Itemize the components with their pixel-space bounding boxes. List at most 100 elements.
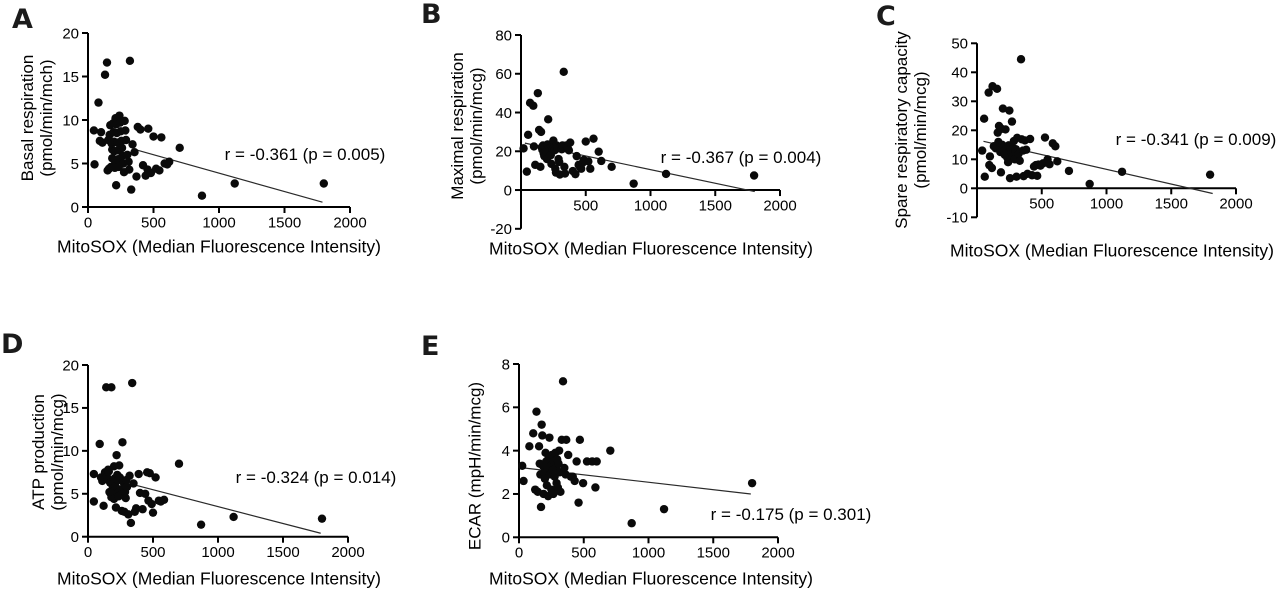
x-tick-label: 500 [141,214,166,231]
y-axis-title-c-line2: (pmol/min/mcg) [911,71,930,189]
y-tick-label: 15 [62,400,79,417]
data-point [96,127,106,137]
data-point [987,163,997,173]
data-point [979,114,989,123]
y-tick-label: 0 [504,182,512,199]
data-point [159,495,169,504]
data-point [749,171,759,180]
data-point [571,169,580,179]
data-point [165,157,174,166]
data-point [149,132,158,141]
y-axis-title-c-line1: Spare respiratory capacity [891,31,911,229]
data-point [578,478,588,488]
x-axis-title-b: MitoSOX (Median Fluorescence Intensity) [489,238,813,259]
data-point [125,165,134,174]
data-point [559,67,568,77]
data-point [536,127,546,137]
x-tick-label: 1500 [1155,196,1188,213]
data-point [519,476,528,486]
x-tick-label: 500 [1029,196,1054,213]
data-point [529,142,539,151]
y-axis-title-b: Maximal respiration (pmol/min/mcg) [448,52,486,199]
data-point [104,467,114,476]
data-point [89,126,99,135]
data-point [141,489,150,498]
data-point [129,479,138,488]
x-tick-label: 1000 [1090,196,1123,213]
data-point [556,487,565,497]
data-point [94,98,103,107]
data-point [95,439,104,449]
data-point [533,88,543,98]
data-point [1012,172,1021,181]
trend-line [132,483,321,534]
data-point [1045,160,1054,169]
data-point [1040,133,1050,142]
data-point [627,519,636,528]
x-tick-label: 1000 [632,545,665,562]
y-axis-title-a: Basal respiration (pmol/min/mch) [18,55,56,182]
y-tick-label: 8 [502,356,510,373]
correlation-annotation-d: r = -0.324 (p = 0.014) [235,468,397,487]
x-axis-title-a: MitoSOX (Median Fluorescence Intensity) [57,236,381,257]
y-tick-label: 40 [951,65,968,82]
x-tick-label: 0 [84,214,92,231]
data-point [175,143,184,153]
scatter-panel-e: 0 500 1000 1500 2000 0 2 4 6 8 [502,356,795,561]
data-point [566,138,575,147]
correlation-annotation-e: r = -0.175 (p = 0.301) [710,505,872,524]
data-point [229,512,238,522]
data-point [127,185,136,194]
data-point [1005,173,1015,183]
x-tick-label: 1500 [266,544,299,561]
scatter-panel-c: 500 1000 1500 2000 -10 0 10 20 30 40 50 [946,36,1252,227]
data-point [117,143,127,153]
data-point [984,88,993,97]
data-point [196,520,206,529]
data-point [145,468,154,478]
data-point [1016,55,1026,64]
y-tick-label: 20 [62,25,79,42]
data-point [572,151,581,161]
data-point [560,162,569,171]
panel-label-b: B [421,0,442,30]
data-point [554,459,563,468]
data-point [151,473,160,482]
data-point [518,461,527,471]
trend-line [134,149,323,203]
data-point [581,137,590,146]
x-tick-label: 500 [140,544,165,561]
panel-label-e: E [421,331,440,362]
data-point [115,111,124,120]
y-axis-title-e: ECAR (mpH/min/mcg) [465,382,484,550]
data-point [1051,142,1060,151]
y-tick-label: 6 [502,400,510,417]
data-point [659,504,669,514]
data-point [1022,145,1031,154]
data-point [525,442,534,451]
data-point [589,134,598,143]
data-point [564,450,573,460]
data-point [138,505,147,514]
x-tick-label: 1500 [699,197,732,214]
data-point [132,172,141,181]
data-point [120,116,129,126]
data-point [554,446,564,455]
y-axis-title-a-line2: (pmol/min/mch) [37,59,56,177]
data-point [121,135,131,145]
data-point [1085,179,1094,189]
y-axis-title-d-line1: ATP production [28,394,48,510]
data-point [197,191,207,200]
data-point [584,157,593,166]
y-axis-title-e-line1: ECAR (mpH/min/mcg) [465,381,485,551]
data-point [519,144,528,153]
y-tick-label: 20 [62,357,79,374]
y-tick-label: 10 [951,152,968,169]
y-tick-label: 5 [71,156,79,173]
data-point [607,162,616,171]
data-point [536,502,546,512]
x-tick-label: 500 [571,545,596,562]
data-point [575,435,585,445]
y-tick-label: 0 [71,529,79,546]
